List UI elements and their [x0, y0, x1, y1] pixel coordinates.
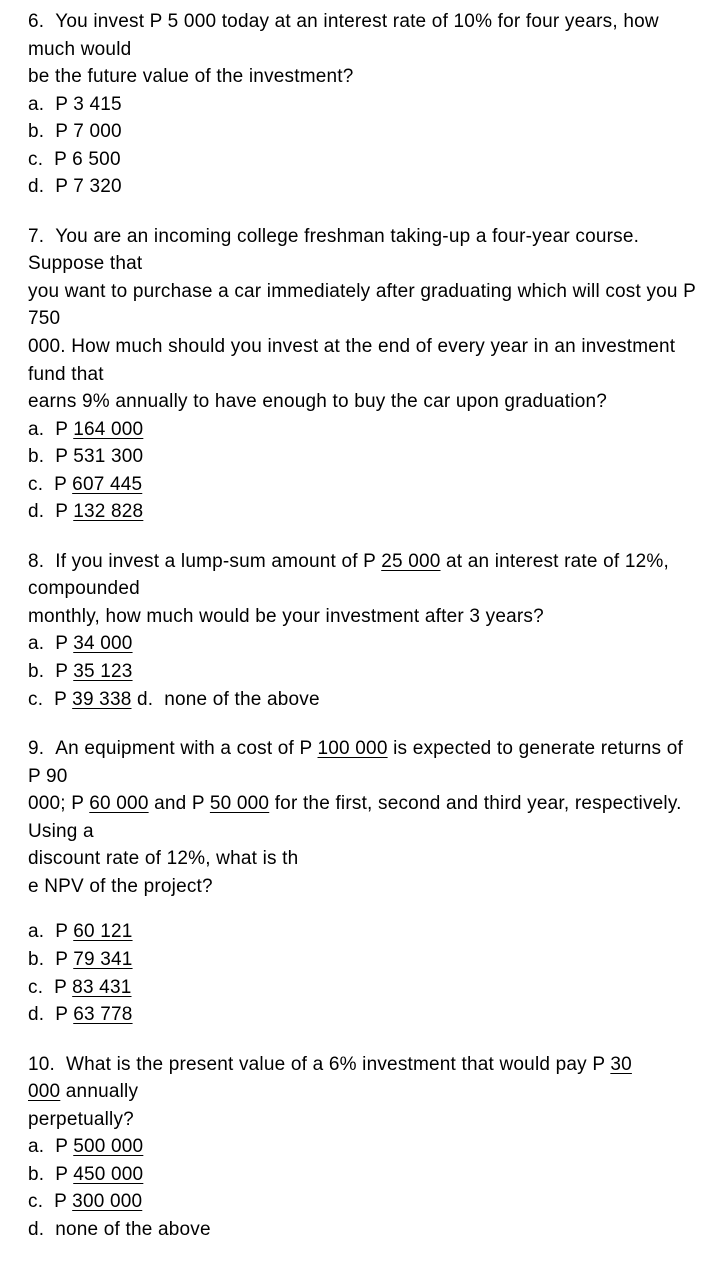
question-10: 10. What is the present value of a 6% in…	[28, 1051, 698, 1244]
q8-option-d: d. none of the above	[137, 689, 320, 710]
q9-option-b: b. P 79 341	[28, 946, 698, 974]
q10-option-b: b. P 450 000	[28, 1161, 698, 1189]
q6-number: 6.	[28, 11, 44, 32]
q9-option-c: c. P 83 431	[28, 974, 698, 1002]
q9-option-a: a. P 60 121	[28, 918, 698, 946]
q7-text-2: you want to purchase a car immediately a…	[28, 278, 698, 333]
q9-line3: discount rate of 12%, what is th	[28, 845, 698, 873]
q8-option-a: a. P 34 000	[28, 630, 698, 658]
q9-number: 9.	[28, 738, 44, 759]
q9-line2: 000; P 60 000 and P 50 000 for the first…	[28, 790, 698, 845]
q10-line3: perpetually?	[28, 1106, 698, 1134]
q6-text-2: be the future value of the investment?	[28, 63, 698, 91]
q10-option-a: a. P 500 000	[28, 1133, 698, 1161]
q7-text-3: 000. How much should you invest at the e…	[28, 333, 698, 388]
q10-line2: 000 annually	[28, 1078, 698, 1106]
q7-option-c: c. P 607 445	[28, 471, 698, 499]
q7-text-4: earns 9% annually to have enough to buy …	[28, 388, 698, 416]
q10-line1: 10. What is the present value of a 6% in…	[28, 1051, 698, 1079]
q7-text-1: You are an incoming college freshman tak…	[28, 226, 639, 275]
q6-option-a: a. P 3 415	[28, 91, 698, 119]
q10-option-d: d. none of the above	[28, 1216, 698, 1244]
q6-option-b: b. P 7 000	[28, 118, 698, 146]
q8-number: 8.	[28, 551, 44, 572]
q9-line1: 9. An equipment with a cost of P 100 000…	[28, 735, 698, 790]
question-8: 8. If you invest a lump-sum amount of P …	[28, 548, 698, 713]
question-9: 9. An equipment with a cost of P 100 000…	[28, 735, 698, 1028]
q6-option-d: d. P 7 320	[28, 173, 698, 201]
q9-line4: e NPV of the project?	[28, 873, 698, 901]
q10-option-c: c. P 300 000	[28, 1188, 698, 1216]
q10-number: 10.	[28, 1054, 55, 1075]
q8-option-c: c. P 39 338	[28, 689, 132, 710]
q8-line2: monthly, how much would be your investme…	[28, 603, 698, 631]
q7-number: 7.	[28, 226, 44, 247]
question-7: 7. You are an incoming college freshman …	[28, 223, 698, 526]
q7-option-b: b. P 531 300	[28, 443, 698, 471]
q6-option-c: c. P 6 500	[28, 146, 698, 174]
q6-text-1: You invest P 5 000 today at an interest …	[28, 11, 659, 60]
q8-option-b: b. P 35 123	[28, 658, 698, 686]
q7-option-d: d. P 132 828	[28, 498, 698, 526]
q8-line1: 8. If you invest a lump-sum amount of P …	[28, 548, 698, 603]
q9-option-d: d. P 63 778	[28, 1001, 698, 1029]
spacer	[28, 900, 698, 918]
q6-line1: 6. You invest P 5 000 today at an intere…	[28, 8, 698, 63]
q7-line1: 7. You are an incoming college freshman …	[28, 223, 698, 278]
q7-option-a: a. P 164 000	[28, 416, 698, 444]
question-6: 6. You invest P 5 000 today at an intere…	[28, 8, 698, 201]
q8-options-cd: c. P 39 338 d. none of the above	[28, 686, 698, 714]
